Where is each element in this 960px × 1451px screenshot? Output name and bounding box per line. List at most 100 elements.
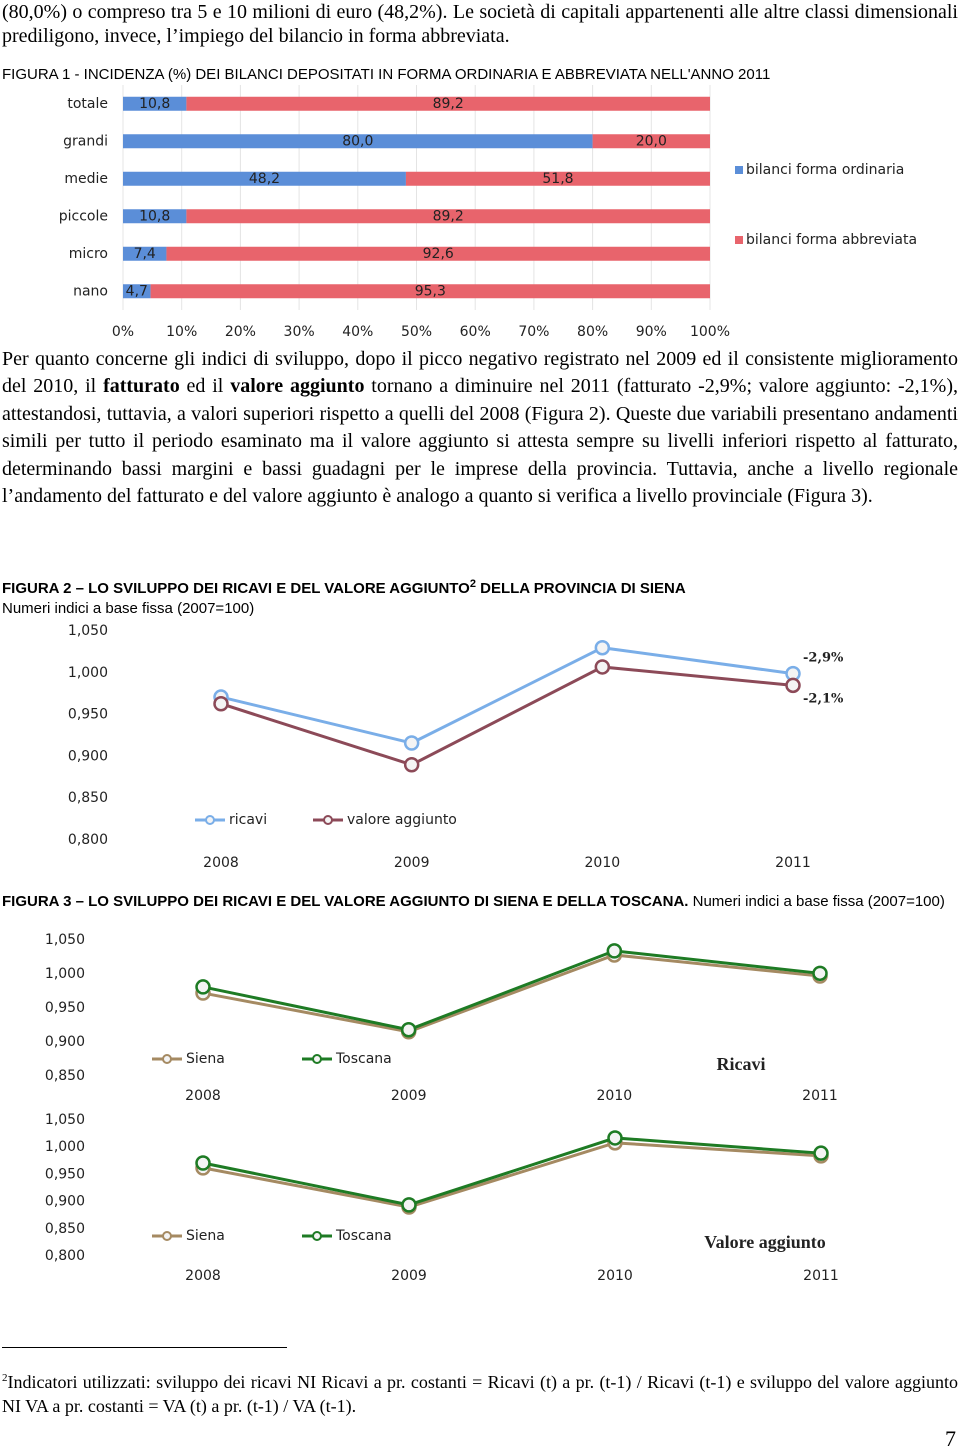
y-tick-label: 0,950 bbox=[45, 1000, 85, 1016]
x-tick-label: 2008 bbox=[185, 1268, 221, 1284]
legend-marker bbox=[205, 815, 215, 825]
y-tick-label: 0,850 bbox=[45, 1068, 85, 1084]
footnote-text: Indicatori utilizzati: sviluppo dei rica… bbox=[2, 1372, 958, 1416]
point bbox=[403, 735, 420, 751]
x-tick-label: 2010 bbox=[597, 1088, 633, 1104]
text: Numeri indici a base fissa (2007=100) bbox=[688, 893, 945, 910]
y-tick-label: medie bbox=[64, 171, 108, 187]
point bbox=[400, 1022, 417, 1038]
y-tick-label: 1,050 bbox=[68, 623, 108, 639]
intro-text: (80,0%) o compreso tra 5 e 10 milioni di… bbox=[2, 1, 958, 47]
x-tick-label: 2010 bbox=[597, 1268, 633, 1284]
x-tick-label: 30% bbox=[284, 324, 315, 340]
bar-label: 80,0 bbox=[342, 133, 373, 149]
chart-title: Valore aggiunto bbox=[704, 1232, 826, 1252]
legend-label: valore aggiunto bbox=[347, 812, 457, 828]
y-tick-label: 0,900 bbox=[68, 748, 108, 764]
line bbox=[220, 646, 794, 745]
bar-label: 92,6 bbox=[423, 246, 454, 262]
x-tick-label: 20% bbox=[225, 324, 256, 340]
legend-marker bbox=[162, 1054, 172, 1064]
bar-label: 89,2 bbox=[433, 208, 464, 224]
y-tick-label: 0,800 bbox=[68, 832, 108, 848]
footnote-marker: 2 bbox=[2, 1372, 8, 1384]
y-tick-label: 0,900 bbox=[45, 1194, 85, 1210]
y-tick-label: nano bbox=[73, 283, 108, 299]
point bbox=[607, 1130, 623, 1146]
point bbox=[195, 1155, 211, 1171]
x-tick-label: 2010 bbox=[585, 855, 621, 871]
figure-caption: FIGURA 1 - INCIDENZA (%) DEI BILANCI DEP… bbox=[2, 66, 771, 83]
point bbox=[606, 943, 623, 959]
paragraph: Per quanto concerne gli indici di svilup… bbox=[2, 346, 958, 510]
point bbox=[785, 677, 801, 694]
legend-marker bbox=[323, 815, 333, 825]
annotation: -2,9% bbox=[803, 651, 844, 666]
legend-marker bbox=[162, 1231, 172, 1241]
bar bbox=[150, 284, 711, 299]
x-tick-label: 2008 bbox=[185, 1088, 221, 1104]
y-tick-label: 1,000 bbox=[45, 966, 85, 982]
y-tick-label: grandi bbox=[63, 133, 108, 149]
point bbox=[195, 979, 211, 995]
bar bbox=[123, 171, 406, 186]
bar-label: 10,8 bbox=[139, 208, 170, 224]
point bbox=[213, 695, 229, 712]
bold-text: fatturato bbox=[103, 375, 180, 398]
y-tick-label: 1,050 bbox=[45, 932, 85, 948]
figure-caption: FIGURA 2 – LO SVILUPPO DEI RICAVI E DEL … bbox=[2, 578, 958, 597]
point bbox=[813, 1145, 829, 1161]
x-tick-label: 2011 bbox=[803, 1268, 839, 1284]
bar bbox=[186, 209, 710, 224]
line bbox=[202, 949, 821, 1032]
footnote: 2Indicatori utilizzati: sviluppo dei ric… bbox=[2, 1366, 958, 1418]
bar bbox=[123, 246, 167, 261]
figure-subtitle: Numeri indici a base fissa (2007=100) bbox=[2, 600, 255, 617]
point bbox=[401, 1197, 417, 1213]
line bbox=[202, 1141, 822, 1209]
text: ed il bbox=[179, 375, 231, 398]
text: Per quanto concerne gli indici di svilup… bbox=[2, 348, 958, 398]
point bbox=[594, 659, 611, 675]
x-tick-label: 2011 bbox=[775, 855, 811, 871]
y-tick-label: 0,950 bbox=[68, 707, 108, 723]
y-tick-label: piccole bbox=[59, 208, 108, 224]
text: FIGURA 3 – LO SVILUPPO DEI RICAVI E DEL … bbox=[2, 893, 689, 910]
chart-title: Ricavi bbox=[717, 1054, 766, 1074]
x-tick-label: 2008 bbox=[203, 855, 239, 871]
x-tick-label: 40% bbox=[342, 324, 373, 340]
line bbox=[202, 953, 821, 1034]
y-tick-label: 0,850 bbox=[68, 790, 108, 806]
x-tick-label: 100% bbox=[690, 324, 730, 340]
legend-swatch bbox=[735, 236, 743, 244]
x-tick-label: 2011 bbox=[802, 1088, 838, 1104]
y-tick-label: 1,000 bbox=[68, 665, 108, 681]
line bbox=[202, 1136, 822, 1207]
legend-swatch bbox=[735, 166, 743, 174]
bar bbox=[123, 134, 593, 149]
legend-label: Siena bbox=[186, 1228, 225, 1244]
bar bbox=[123, 96, 187, 111]
y-tick-label: 0,900 bbox=[45, 1034, 85, 1050]
figure-caption: FIGURA 3 – LO SVILUPPO DEI RICAVI E DEL … bbox=[2, 891, 958, 912]
x-tick-label: 0% bbox=[112, 324, 134, 340]
point bbox=[594, 639, 611, 656]
point bbox=[403, 757, 420, 773]
x-tick-label: 80% bbox=[577, 324, 608, 340]
bar bbox=[186, 96, 710, 111]
legend-marker bbox=[312, 1054, 322, 1064]
annotation: -2,1% bbox=[803, 692, 844, 707]
legend-label: bilanci forma ordinaria bbox=[746, 162, 904, 178]
y-tick-label: 0,950 bbox=[45, 1166, 85, 1182]
bar bbox=[123, 284, 151, 299]
y-tick-label: micro bbox=[69, 246, 108, 262]
x-tick-label: 50% bbox=[401, 324, 432, 340]
x-tick-label: 90% bbox=[636, 324, 667, 340]
y-tick-label: 0,850 bbox=[45, 1221, 85, 1237]
footnote-ref: 2 bbox=[469, 578, 476, 590]
line bbox=[220, 665, 794, 767]
bar-label: 7,4 bbox=[134, 246, 156, 262]
legend-label: Toscana bbox=[335, 1228, 392, 1244]
legend-label: Siena bbox=[186, 1051, 225, 1067]
